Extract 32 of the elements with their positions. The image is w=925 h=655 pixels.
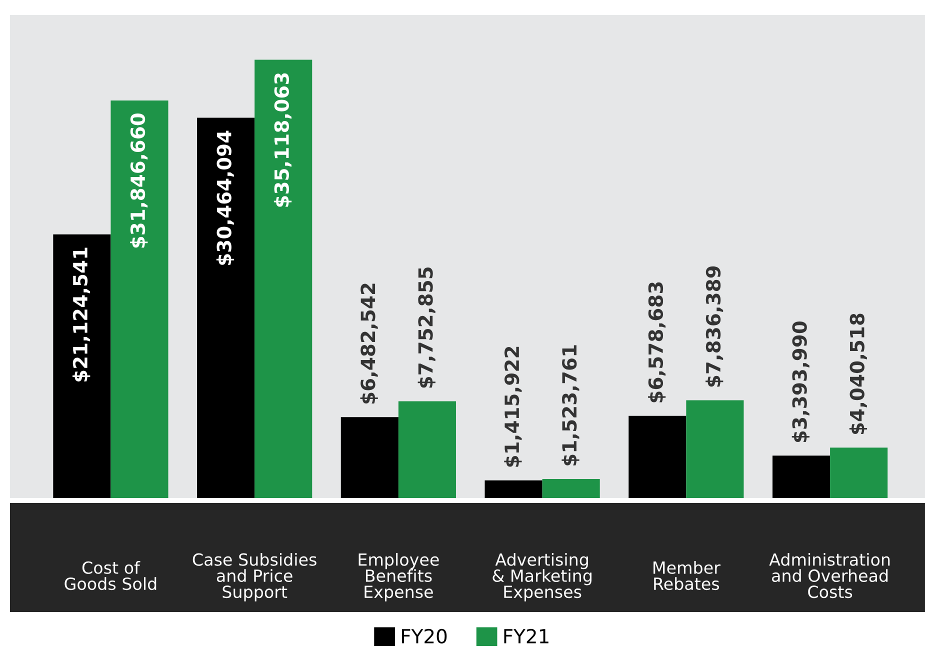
data-label: $30,464,094 xyxy=(216,130,234,265)
legend-label: FY21 xyxy=(504,628,548,644)
x-tick-label: Cost of Goods Sold xyxy=(64,561,156,590)
data-label: $21,124,541 xyxy=(72,248,90,382)
bar xyxy=(53,234,111,498)
bar xyxy=(110,100,168,498)
data-label: $7,836,389 xyxy=(706,266,724,387)
data-label: $7,752,855 xyxy=(418,268,436,388)
bar xyxy=(628,416,686,498)
bar xyxy=(542,478,600,498)
bar xyxy=(398,401,456,498)
bar xyxy=(197,118,255,498)
data-label: $1,523,761 xyxy=(562,345,580,466)
bar xyxy=(772,456,830,498)
x-tick-label: Case Subsidies and Price Support xyxy=(192,552,316,602)
legend-label: FY20 xyxy=(402,628,447,644)
data-label: $4,040,518 xyxy=(849,314,868,434)
data-label: $35,118,063 xyxy=(274,73,292,207)
data-label: $6,578,683 xyxy=(648,282,666,402)
data-label: $3,393,990 xyxy=(792,321,810,442)
x-tick-label: Member Rebates xyxy=(654,561,720,590)
data-label: $6,482,542 xyxy=(360,284,378,404)
bar xyxy=(340,417,398,498)
data-label: $31,846,660 xyxy=(130,114,148,248)
bar xyxy=(686,400,744,498)
x-tick-label: Administration and Overhead Costs xyxy=(769,552,890,598)
x-tick-label: Employee Benefits Expense xyxy=(358,552,439,602)
bar xyxy=(830,448,888,498)
bar xyxy=(484,480,542,498)
data-label: $1,415,922 xyxy=(504,346,522,467)
x-tick-label: Advertising & Marketing Expenses xyxy=(492,552,592,602)
bar xyxy=(254,60,312,498)
